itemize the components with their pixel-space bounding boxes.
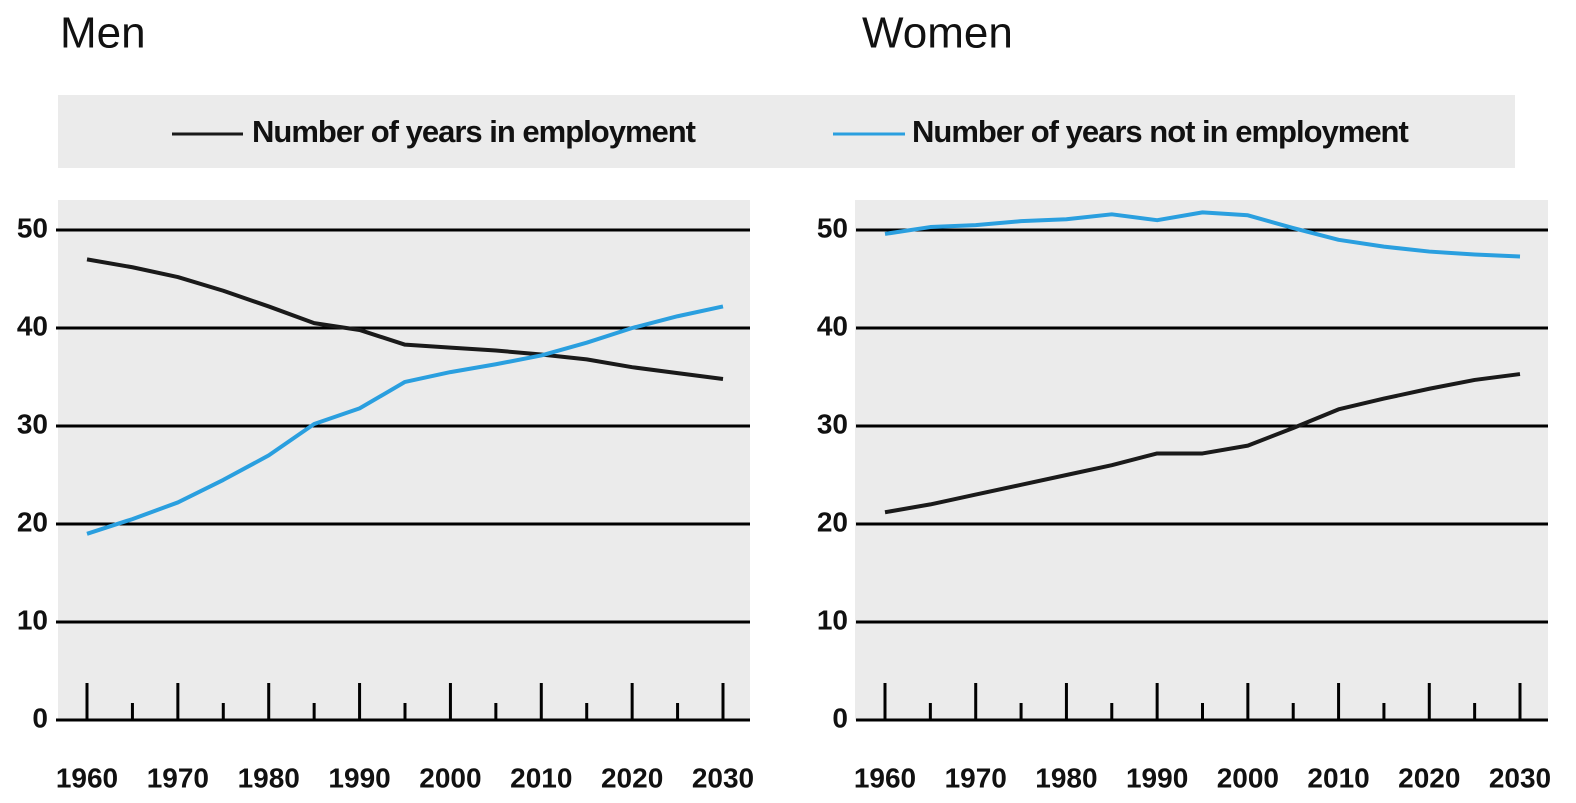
x-tick-label: 1980 bbox=[1035, 762, 1097, 793]
x-tick-label: 1960 bbox=[56, 762, 118, 793]
chart-title: Men bbox=[60, 9, 146, 58]
x-tick-label: 2010 bbox=[510, 762, 572, 793]
x-tick-label: 1970 bbox=[945, 762, 1007, 793]
x-tick-label: 2030 bbox=[1489, 762, 1551, 793]
legend-box bbox=[58, 95, 1515, 168]
plot-background bbox=[58, 200, 750, 720]
legend-label: Number of years not in employment bbox=[912, 114, 1408, 149]
x-tick-label: 2020 bbox=[1398, 762, 1460, 793]
y-tick-label: 10 bbox=[17, 604, 48, 635]
legend-label: Number of years in employment bbox=[252, 114, 696, 149]
x-tick-label: 2000 bbox=[419, 762, 481, 793]
y-tick-label: 20 bbox=[817, 506, 848, 537]
series-line bbox=[884, 210, 1521, 259]
y-tick-label: 20 bbox=[17, 506, 48, 537]
x-tick-label: 2030 bbox=[692, 762, 754, 793]
x-tick-label: 1970 bbox=[147, 762, 209, 793]
x-tick-label: 1980 bbox=[238, 762, 300, 793]
y-tick-label: 40 bbox=[817, 310, 848, 341]
y-tick-label: 0 bbox=[832, 702, 848, 733]
x-tick-label: 2010 bbox=[1307, 762, 1369, 793]
y-tick-label: 30 bbox=[17, 408, 48, 439]
plot-background bbox=[855, 200, 1548, 720]
y-tick-label: 50 bbox=[17, 212, 48, 243]
chart-title: Women bbox=[862, 9, 1013, 58]
series-line bbox=[884, 372, 1521, 515]
x-tick-label: 2020 bbox=[601, 762, 663, 793]
y-tick-label: 50 bbox=[817, 212, 848, 243]
y-tick-label: 30 bbox=[817, 408, 848, 439]
x-tick-label: 2000 bbox=[1217, 762, 1279, 793]
y-tick-label: 0 bbox=[32, 702, 48, 733]
x-tick-label: 1960 bbox=[854, 762, 916, 793]
y-tick-label: 10 bbox=[817, 604, 848, 635]
series-line bbox=[86, 304, 724, 536]
x-tick-label: 1990 bbox=[1126, 762, 1188, 793]
series-line bbox=[86, 257, 724, 381]
y-tick-label: 40 bbox=[17, 310, 48, 341]
x-tick-label: 1990 bbox=[328, 762, 390, 793]
